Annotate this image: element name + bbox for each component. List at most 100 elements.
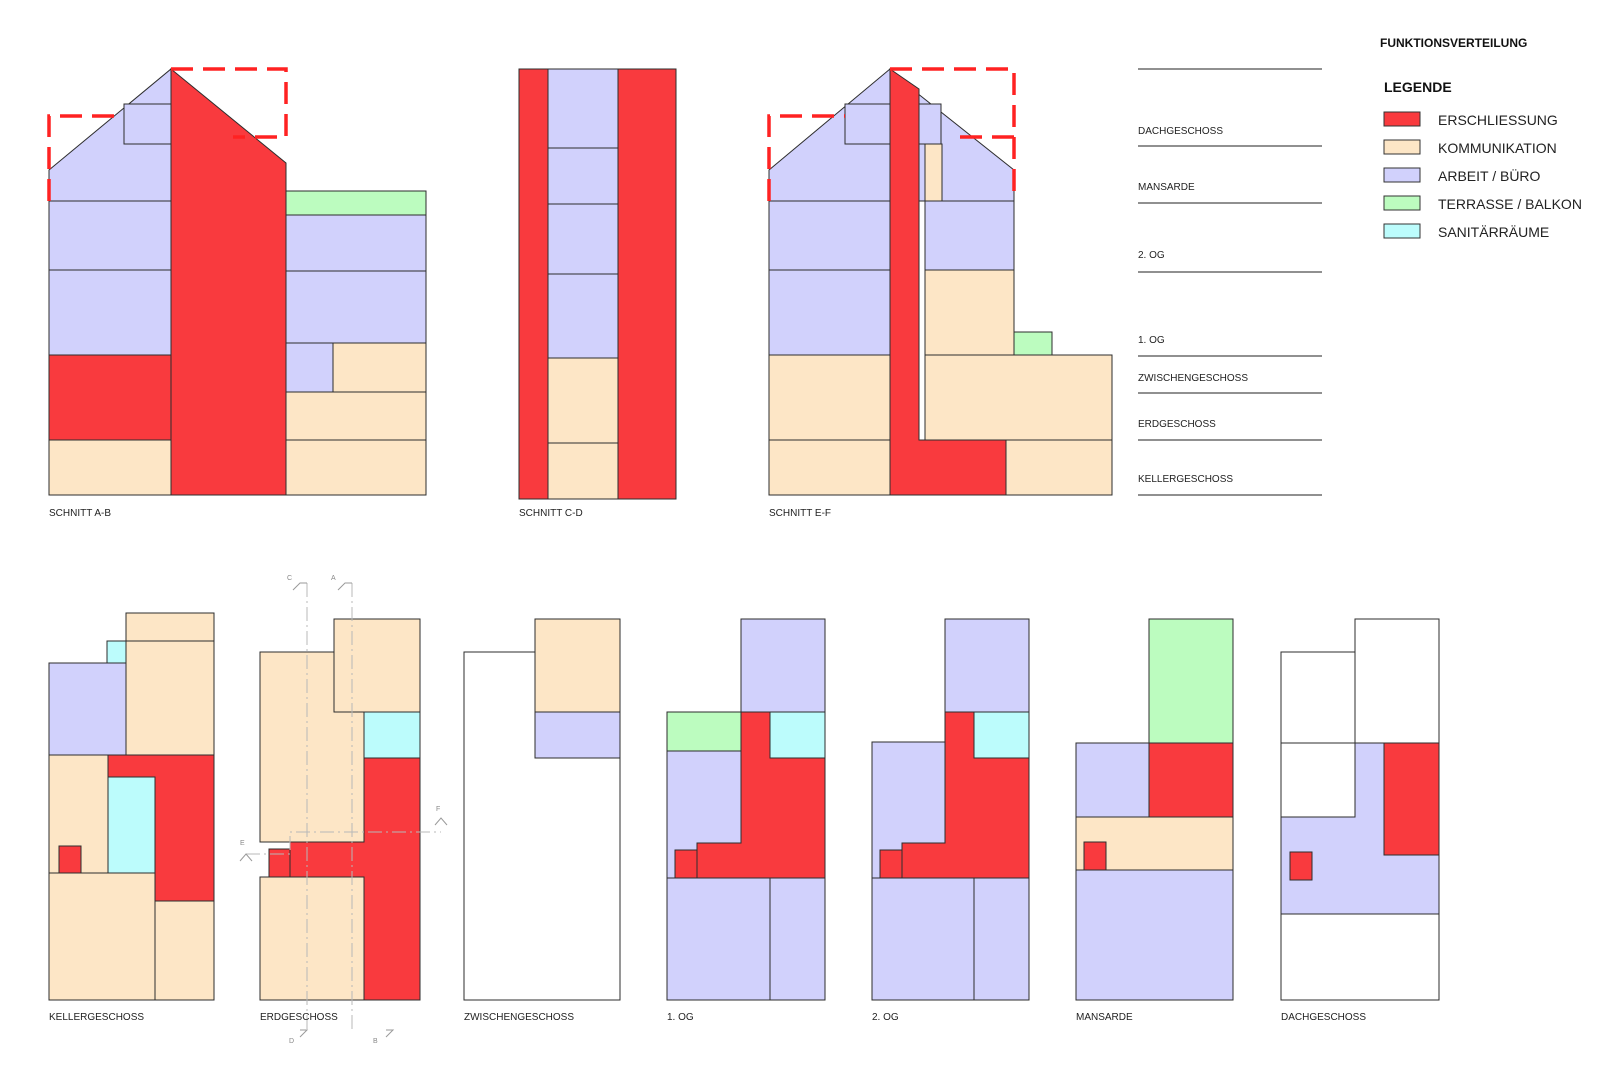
section-ab-circulation-eg	[48, 354, 172, 441]
plan-m-office-left	[1075, 742, 1150, 818]
plan-zg-office	[534, 711, 621, 759]
legend-swatch-arbeit-buero	[1383, 167, 1421, 183]
plan-zg-label: ZWISCHENGESCHOSS	[464, 1012, 574, 1023]
section-cd-label: SCHNITT C-D	[519, 508, 583, 519]
cut-arrow-e	[239, 853, 253, 862]
legend-swatch-kommunikation	[1383, 139, 1421, 155]
plan-kellergeschoss	[48, 612, 215, 1001]
legend-swatch-terrasse-balkon	[1383, 195, 1421, 211]
plan-1og	[666, 618, 826, 1001]
section-c-d	[518, 68, 677, 500]
section-ef-terrace	[1013, 331, 1053, 356]
section-cd-comm-kg	[547, 442, 619, 500]
cut-line-e-f	[246, 831, 441, 855]
level-label-1og: 1. OG	[1138, 335, 1165, 346]
section-ef-comm-annex	[924, 354, 1113, 441]
legend-label-arbeit-buero: ARBEIT / BÜRO	[1438, 167, 1541, 184]
plan-1og-lift	[674, 849, 698, 879]
cut-arrow-a	[337, 582, 352, 591]
plan-1og-office-top	[740, 618, 826, 713]
plan-m-lift	[1083, 841, 1107, 871]
section-ef-label: SCHNITT E-F	[769, 508, 831, 519]
section-ab-annex-comm-1	[332, 342, 427, 393]
cut-arrow-b	[385, 1029, 395, 1038]
cut-marker-c: C	[287, 575, 292, 582]
plan-2og	[871, 618, 1030, 1001]
plan-2og-lift	[879, 849, 903, 879]
section-cd-office-m	[547, 147, 619, 205]
legend-label-kommunikation: KOMMUNIKATION	[1438, 140, 1557, 156]
section-ab-annex-comm-3	[285, 439, 427, 496]
cut-arrow-f	[434, 817, 448, 826]
section-ef-attic-comm	[924, 143, 943, 202]
plan-dg-void-top-left	[1280, 651, 1356, 744]
plan-1og-office-bottom-left	[666, 877, 771, 1001]
plan-kg-sanitary-small	[106, 640, 127, 664]
plan-dg-circulation	[1383, 742, 1440, 856]
level-label-zwischengeschoss: ZWISCHENGESCHOSS	[1138, 373, 1248, 384]
plan-m-label: MANSARDE	[1076, 1012, 1133, 1023]
cut-marker-a: A	[331, 575, 336, 582]
section-cd-office-1og	[547, 273, 619, 359]
plan-erdgeschoss	[259, 618, 421, 1001]
plan-dg-void-bottom	[1280, 913, 1440, 1001]
section-cd-comm-eg	[547, 357, 619, 444]
plan-kg-sanitary	[107, 776, 156, 874]
section-ef-office-right-2og	[924, 200, 1015, 271]
section-a-b	[48, 67, 427, 496]
plan-kg-comm-bottom-left	[48, 872, 156, 1001]
legend-item-terrasse-balkon: TERRASSE / BALKON	[1383, 195, 1582, 212]
plan-m-circulation	[1148, 742, 1234, 818]
cut-arrow-c	[292, 582, 307, 591]
plan-kg-lift	[58, 845, 82, 874]
section-ab-communication-kg	[48, 439, 172, 496]
section-ab-annex-comm-2	[285, 391, 427, 441]
legend-swatch-sanitaerraeume	[1383, 223, 1421, 239]
plan-zwischengeschoss	[463, 618, 621, 1001]
cut-marker-d: D	[289, 1038, 294, 1045]
plan-kg-office	[48, 662, 127, 756]
plan-1og-balcony	[666, 711, 742, 752]
plan-2og-sanitary	[973, 711, 1030, 759]
section-ef-dormer-left	[844, 103, 891, 145]
section-ef-comm-annex-kg	[1005, 439, 1113, 496]
legend-item-erschliessung: ERSCHLIESSUNG	[1383, 111, 1558, 128]
section-cd-circulation-left	[518, 68, 549, 500]
section-ab-annex-office-2	[285, 270, 427, 344]
plan-2og-label: 2. OG	[872, 1012, 899, 1023]
legend-heading: LEGENDE	[1384, 79, 1452, 95]
plan-dg-label: DACHGESCHOSS	[1281, 1012, 1366, 1023]
plan-2og-office-bottom-right	[973, 877, 1030, 1001]
section-ab-office-1og	[48, 269, 172, 356]
sheet-title: FUNKTIONSVERTEILUNG	[1380, 36, 1527, 50]
plan-1og-office-bottom-right	[769, 877, 826, 1001]
cut-marker-e: E	[240, 840, 245, 847]
level-scale: DACHGESCHOSS MANSARDE 2. OG 1. OG ZWISCH…	[1138, 68, 1322, 496]
section-ef-office-2og	[768, 200, 891, 271]
legend-swatch-erschliessung	[1383, 111, 1421, 127]
legend-label-terrasse-balkon: TERRASSE / BALKON	[1438, 196, 1582, 212]
section-ab-office-2og	[48, 200, 172, 271]
section-ab-stair-core	[170, 67, 287, 496]
cut-arrow-d	[299, 1029, 309, 1038]
plan-dachgeschoss	[1280, 618, 1440, 1001]
plan-dg-void-top-right	[1354, 618, 1440, 744]
section-ef-comm-kg	[768, 439, 891, 496]
plan-kg-comm-top	[125, 612, 215, 642]
plan-dg-lift	[1289, 851, 1313, 881]
section-ef-office-1og	[768, 269, 891, 356]
level-label-dachgeschoss: DACHGESCHOSS	[1138, 126, 1223, 137]
plan-m-office-bottom	[1075, 869, 1234, 1001]
level-label-2og: 2. OG	[1138, 250, 1165, 261]
plan-kg-label: KELLERGESCHOSS	[49, 1012, 144, 1023]
section-ab-terrace	[285, 190, 427, 216]
cut-marker-b: B	[373, 1038, 378, 1045]
plan-kg-comm-upper	[125, 640, 215, 756]
section-ef-roof-dashed-outline-2	[890, 67, 1016, 191]
plan-1og-sanitary	[769, 711, 826, 759]
plan-2og-office-bottom-left	[871, 877, 975, 1001]
section-ef-dormer-right	[918, 103, 942, 145]
legend-item-arbeit-buero: ARBEIT / BÜRO	[1383, 167, 1541, 184]
plan-eg-label: ERDGESCHOSS	[260, 1012, 338, 1023]
